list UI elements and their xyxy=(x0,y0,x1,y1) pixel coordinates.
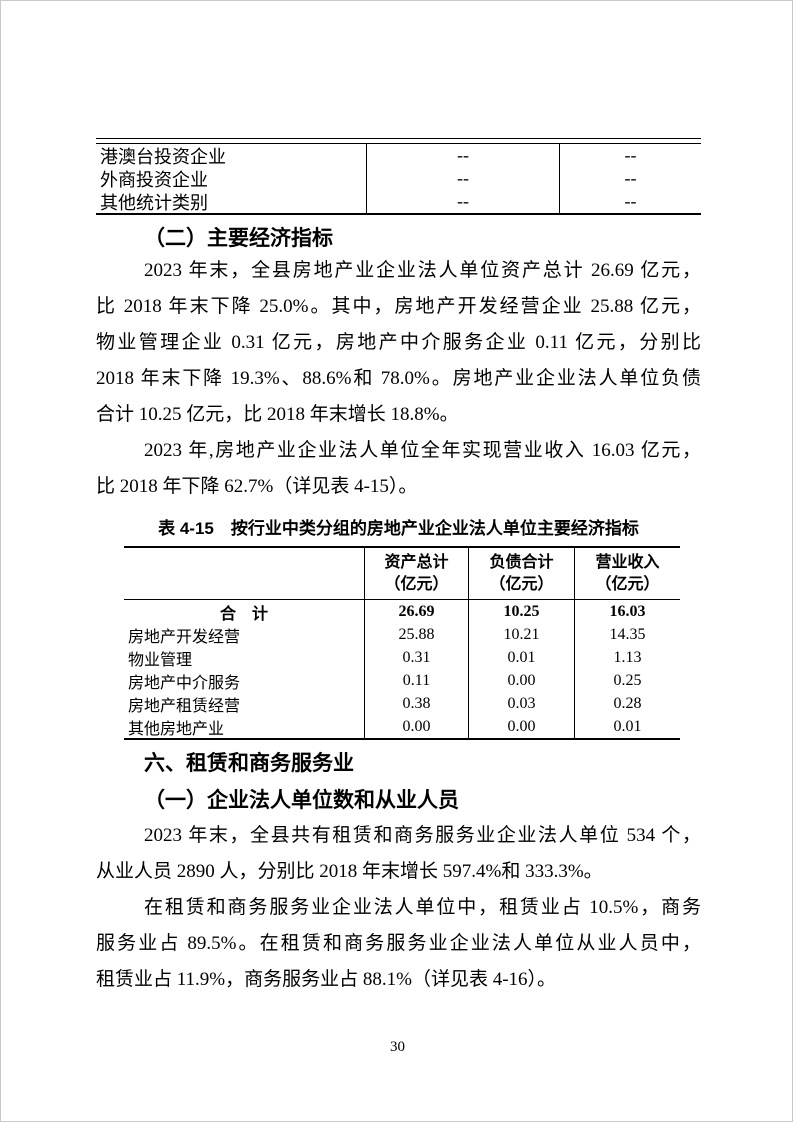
row-label: 外商投资企业 xyxy=(100,169,208,190)
row-value: -- xyxy=(559,144,701,167)
paragraph-units-count: 2023 年末，全县共有租赁和商务服务业企业法人单位 534 个， 从业人员 2… xyxy=(96,818,701,890)
header-line: 营业收入 xyxy=(595,553,660,571)
table-row: 房地产租赁经营 0.38 0.03 0.28 xyxy=(124,692,680,715)
paragraph-line: 从业人员 2890 人，分别比 2018 年末增长 597.4%和 333.3%… xyxy=(96,861,603,882)
page-number: 30 xyxy=(390,1039,405,1055)
column-header-liabilities: 负债合计 （亿元） xyxy=(468,548,574,599)
cell-value: 0.38 xyxy=(364,692,468,715)
paragraph-line: 比 2018 年末下降 25.0%。其中，房地产开发经营企业 25.88 亿元， xyxy=(96,296,701,317)
table-row: 其他统计类别 -- -- xyxy=(96,190,701,213)
header-line: （亿元） xyxy=(489,575,554,593)
paragraph-assets: 2023 年末，全县房地产业企业法人单位资产总计 26.69 亿元， 比 201… xyxy=(96,253,701,433)
paragraph-line: 物业管理企业 0.31 亿元，房地产中介服务企业 0.11 亿元，分别比 xyxy=(96,332,701,353)
cell-value: 26.69 xyxy=(364,600,468,623)
cell-value: 14.35 xyxy=(574,623,680,646)
row-label: 房地产开发经营 xyxy=(128,628,241,646)
header-line: 资产总计 xyxy=(384,553,449,571)
row-value: -- xyxy=(559,190,701,213)
row-value: -- xyxy=(366,167,559,190)
section-heading-leasing: 六、租赁和商务服务业 xyxy=(144,752,354,775)
cell-value: 0.00 xyxy=(364,715,468,738)
column-header-revenue: 营业收入 （亿元） xyxy=(574,548,680,599)
table-row: 房地产开发经营 25.88 10.21 14.35 xyxy=(124,623,680,646)
paragraph-line: 比 2018 年下降 62.7%（详见表 4-15）。 xyxy=(96,476,418,497)
cell-value: 0.00 xyxy=(468,669,574,692)
row-value: -- xyxy=(366,190,559,213)
cell-value: 10.21 xyxy=(468,623,574,646)
continuation-table: 港澳台投资企业 -- -- 外商投资企业 -- -- 其他统计类别 -- -- xyxy=(96,138,701,215)
subsection-heading-legal-units: （一）企业法人单位数和从业人员 xyxy=(144,788,459,812)
table-row: 港澳台投资企业 -- -- xyxy=(96,144,701,167)
cell-value: 25.88 xyxy=(364,623,468,646)
table-row: 房地产中介服务 0.11 0.00 0.25 xyxy=(124,669,680,692)
table-total-row: 合 计 26.69 10.25 16.03 xyxy=(124,600,680,623)
paragraph-line: 服务业占 89.5%。在租赁和商务服务业企业法人单位从业人员中， xyxy=(96,933,701,954)
table-4-15: 资产总计 （亿元） 负债合计 （亿元） 营业收入 （亿元） 合 计 26.69 … xyxy=(124,546,680,740)
cell-value: 16.03 xyxy=(574,600,680,623)
header-line: （亿元） xyxy=(384,575,449,593)
row-label: 港澳台投资企业 xyxy=(100,146,226,167)
paragraph-line: 2023 年末，全县房地产业企业法人单位资产总计 26.69 亿元， xyxy=(144,260,701,281)
cell-value: 0.28 xyxy=(574,692,680,715)
paragraph-line: 2023 年末，全县共有租赁和商务服务业企业法人单位 534 个， xyxy=(144,825,701,846)
table-header-row: 资产总计 （亿元） 负债合计 （亿元） 营业收入 （亿元） xyxy=(124,548,680,600)
cell-value: 0.31 xyxy=(364,646,468,669)
cell-value: 0.01 xyxy=(574,715,680,738)
table-row: 其他房地产业 0.00 0.00 0.01 xyxy=(124,715,680,738)
paragraph-line: 租赁业占 11.9%，商务服务业占 88.1%（详见表 4-16）。 xyxy=(96,969,557,990)
section-heading-economic-indicators: （二）主要经济指标 xyxy=(144,226,333,250)
column-header-assets: 资产总计 （亿元） xyxy=(364,548,468,599)
paragraph-revenue: 2023 年,房地产业企业法人单位全年实现营业收入 16.03 亿元， 比 20… xyxy=(96,433,701,505)
paragraph-line: 2018 年末下降 19.3%、88.6%和 78.0%。房地产业企业法人单位负… xyxy=(96,368,701,389)
continuation-table-body: 港澳台投资企业 -- -- 外商投资企业 -- -- 其他统计类别 -- -- xyxy=(96,143,701,215)
table-row: 物业管理 0.31 0.01 1.13 xyxy=(124,646,680,669)
row-value: -- xyxy=(559,167,701,190)
row-label: 合 计 xyxy=(219,605,268,623)
row-label: 物业管理 xyxy=(128,651,193,669)
header-line: 负债合计 xyxy=(489,553,554,571)
row-label: 房地产租赁经营 xyxy=(128,697,241,715)
cell-value: 0.25 xyxy=(574,669,680,692)
cell-value: 0.01 xyxy=(468,646,574,669)
paragraph-units-share: 在租赁和商务服务业企业法人单位中，租赁业占 10.5%，商务 服务业占 89.5… xyxy=(96,890,701,998)
cell-value: 10.25 xyxy=(468,600,574,623)
table-4-15-title: 表 4-15 按行业中类分组的房地产业企业法人单位主要经济指标 xyxy=(158,519,639,538)
cell-value: 1.13 xyxy=(574,646,680,669)
row-label: 其他统计类别 xyxy=(100,192,208,213)
table-row: 外商投资企业 -- -- xyxy=(96,167,701,190)
cell-value: 0.03 xyxy=(468,692,574,715)
row-label: 其他房地产业 xyxy=(128,720,225,738)
cell-value: 0.00 xyxy=(468,715,574,738)
header-line: （亿元） xyxy=(595,575,660,593)
paragraph-line: 2023 年,房地产业企业法人单位全年实现营业收入 16.03 亿元， xyxy=(144,440,701,461)
row-value: -- xyxy=(366,144,559,167)
paragraph-line: 在租赁和商务服务业企业法人单位中，租赁业占 10.5%，商务 xyxy=(144,897,701,918)
cell-value: 0.11 xyxy=(364,669,468,692)
paragraph-line: 合计 10.25 亿元，比 2018 年末增长 18.8%。 xyxy=(96,404,459,425)
row-label: 房地产中介服务 xyxy=(128,674,241,692)
header-empty-cell xyxy=(124,548,364,599)
